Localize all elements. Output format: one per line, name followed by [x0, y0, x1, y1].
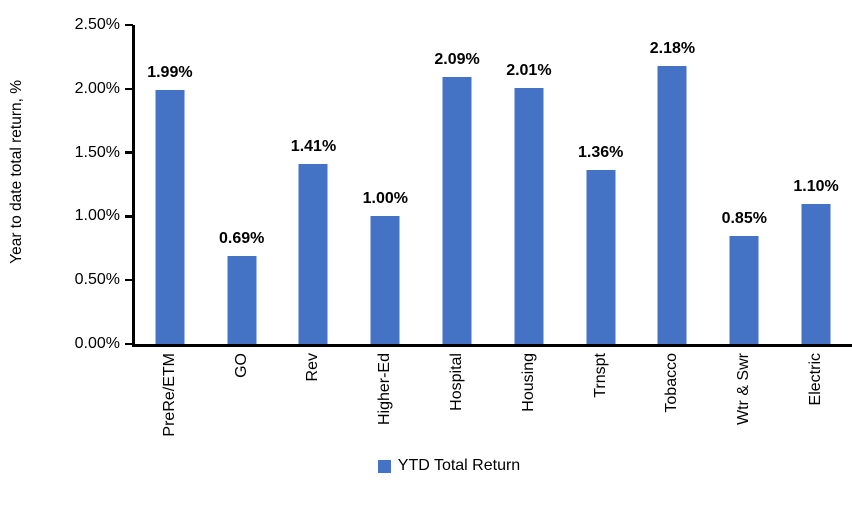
bar-value-label: 1.99%	[147, 64, 193, 82]
category-label-cell: Tobacco	[637, 353, 709, 455]
category-label-cell: GO	[206, 353, 278, 455]
bar	[514, 87, 544, 344]
bar	[657, 65, 687, 344]
bar-value-label: 2.01%	[506, 61, 552, 79]
bar	[801, 203, 831, 344]
bar	[227, 255, 257, 344]
category-label: Trnspt	[591, 353, 609, 398]
category-label-cell: Electric	[780, 353, 852, 455]
category-label-cell: Wtr & Swr	[708, 353, 780, 455]
bar-value-label: 1.10%	[793, 177, 839, 195]
category-label: GO	[232, 353, 250, 378]
bar-group: 1.10%	[780, 25, 852, 344]
category-label-cell: Hospital	[421, 353, 493, 455]
bar-value-label: 1.00%	[362, 190, 408, 208]
y-axis-line	[132, 25, 135, 347]
category-label: Housing	[519, 353, 537, 412]
category-label: Rev	[304, 353, 322, 382]
plot-area: 1.99% 0.69% 1.41% 1.00% 2.09% 2.01% 1.36% 2.18%…	[134, 25, 852, 344]
category-label: Wtr & Swr	[735, 353, 753, 425]
bar	[370, 216, 400, 344]
legend: YTD Total Return	[46, 457, 852, 475]
bar-value-label: 0.85%	[721, 209, 767, 227]
bar-value-label: 0.69%	[219, 229, 265, 247]
category-label-cell: Trnspt	[565, 353, 637, 455]
x-axis-labels: PreRe/ETM GO Rev Higher-Ed Hospital Housing Tr…	[134, 353, 852, 455]
bar-group: 2.18%	[637, 25, 709, 344]
bar	[729, 235, 759, 344]
x-axis-line	[132, 344, 852, 347]
bar-value-label: 1.41%	[290, 138, 337, 156]
bar	[298, 164, 328, 344]
category-label-cell: Rev	[278, 353, 350, 455]
bar	[155, 90, 185, 344]
bar-group: 1.00%	[349, 25, 421, 344]
category-label-cell: PreRe/ETM	[134, 353, 206, 455]
category-label-cell: Higher-Ed	[349, 353, 421, 455]
bar-group: 1.36%	[565, 25, 637, 344]
bar	[442, 77, 472, 344]
bar-value-label: 2.18%	[649, 39, 696, 57]
category-label: PreRe/ETM	[160, 353, 178, 437]
bar	[586, 170, 616, 344]
bar-group: 0.85%	[708, 25, 780, 344]
bar-value-label: 1.36%	[577, 144, 624, 162]
bar-group: 1.99%	[134, 25, 206, 344]
category-label: Higher-Ed	[376, 353, 394, 426]
bar-group: 0.69%	[206, 25, 278, 344]
bar-group: 2.01%	[493, 25, 565, 344]
bar-group: 2.09%	[421, 25, 493, 344]
legend-label: YTD Total Return	[397, 457, 521, 474]
category-label: Hospital	[448, 353, 466, 411]
category-label: Electric	[807, 353, 825, 406]
category-label: Tobacco	[663, 353, 681, 413]
y-axis-title-wrap: Year to date total return, %	[0, 12, 34, 332]
y-tick-label: 0.00%	[74, 335, 120, 352]
bar-value-label: 2.09%	[434, 51, 480, 69]
legend-marker-icon	[377, 459, 391, 473]
category-label-cell: Housing	[493, 353, 565, 455]
bar-group: 1.41%	[278, 25, 350, 344]
y-axis-title: Year to date total return, %	[8, 80, 25, 264]
